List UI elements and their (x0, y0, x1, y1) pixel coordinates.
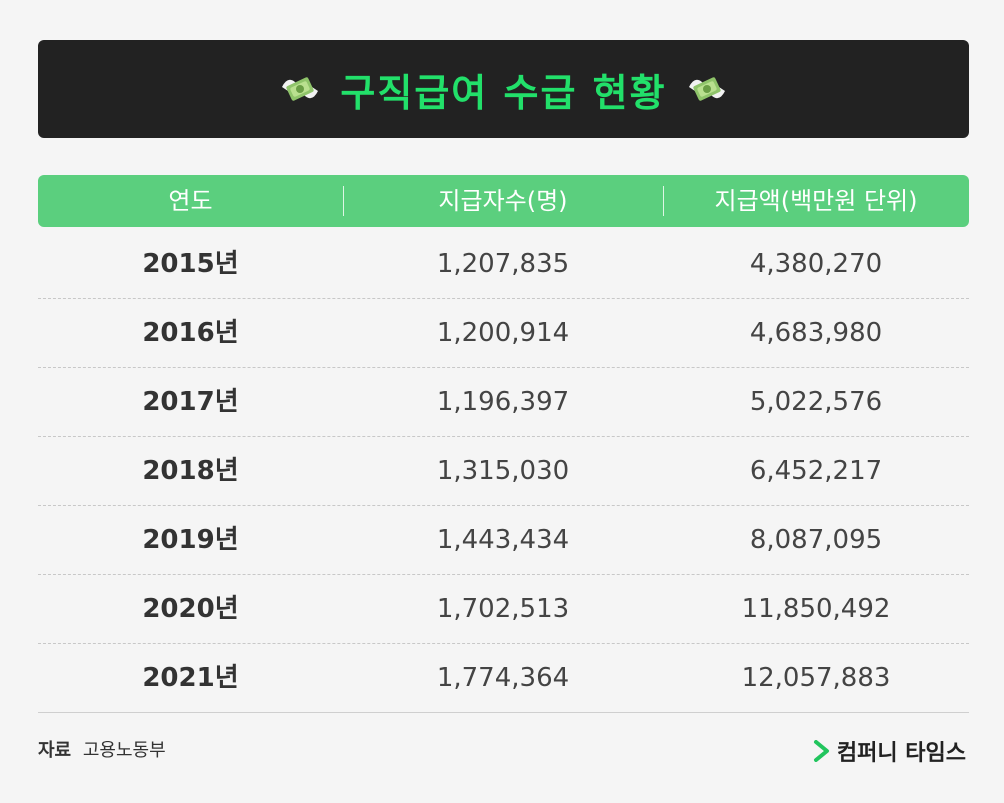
table-row: 2020년 1,702,513 11,850,492 (38, 575, 969, 644)
source-note: 자료 고용노동부 (38, 736, 166, 762)
recipients-cell: 1,443,434 (436, 525, 570, 555)
table-row: 2021년 1,774,364 12,057,883 (38, 644, 969, 713)
table-row: 2018년 1,315,030 6,452,217 (38, 437, 969, 506)
recipients-cell: 1,315,030 (436, 456, 570, 486)
year-cell: 2015년 (142, 249, 239, 279)
recipients-cell: 1,207,835 (436, 249, 570, 279)
brand-logo: 컴퍼니 타임스 (813, 735, 966, 767)
table-row: 2016년 1,200,914 4,683,980 (38, 299, 969, 368)
table-row: 2019년 1,443,434 8,087,095 (38, 506, 969, 575)
recipients-cell: 1,774,364 (436, 663, 570, 693)
header-divider (663, 186, 664, 216)
year-cell: 2021년 (142, 663, 239, 693)
year-cell: 2018년 (142, 456, 239, 486)
amount-cell: 6,452,217 (749, 456, 883, 486)
page-title: 구직급여 수급 현황 (340, 70, 667, 115)
flying-money-icon (282, 77, 319, 101)
table-row: 2015년 1,207,835 4,380,270 (38, 230, 969, 299)
table-row: 2017년 1,196,397 5,022,576 (38, 368, 969, 437)
amount-cell: 5,022,576 (749, 387, 883, 417)
amount-cell: 11,850,492 (741, 594, 891, 624)
amount-cell: 8,087,095 (749, 525, 883, 555)
recipients-cell: 1,702,513 (436, 594, 570, 624)
year-cell: 2017년 (142, 387, 239, 417)
table-body: 2015년 1,207,835 4,380,270 2016년 1,200,91… (38, 230, 969, 713)
amount-cell: 4,683,980 (749, 318, 883, 348)
chevron-right-icon (813, 740, 829, 762)
source-label: 자료 (38, 740, 72, 761)
recipients-cell: 1,196,397 (436, 387, 570, 417)
recipients-cell: 1,200,914 (436, 318, 570, 348)
amount-cell: 12,057,883 (741, 663, 891, 693)
title-banner: 구직급여 수급 현황 (38, 40, 969, 138)
year-cell: 2016년 (142, 318, 239, 348)
brand-name: 컴퍼니 타임스 (836, 741, 966, 766)
flying-money-icon (688, 77, 725, 101)
year-cell: 2019년 (142, 525, 239, 555)
year-cell: 2020년 (142, 594, 239, 624)
header-year: 연도 (168, 187, 213, 215)
amount-cell: 4,380,270 (749, 249, 883, 279)
table-header: 연도 지급자수(명) 지급액(백만원 단위) (38, 175, 969, 227)
source-value: 고용노동부 (82, 740, 166, 761)
header-divider (343, 186, 344, 216)
header-recipients: 지급자수(명) (438, 187, 568, 215)
header-amount: 지급액(백만원 단위) (714, 187, 918, 215)
